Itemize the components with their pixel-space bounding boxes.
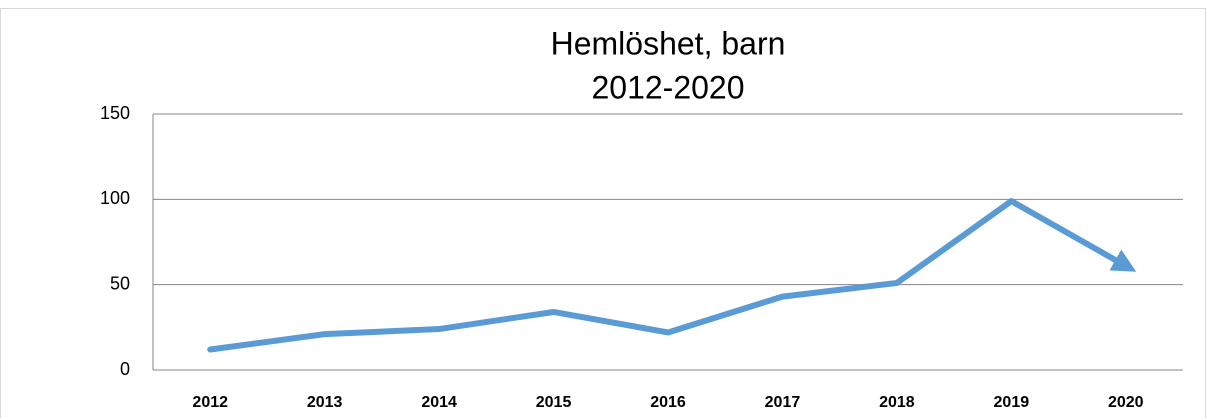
- y-tick-label: 0: [120, 359, 130, 379]
- x-tick-label: 2020: [1108, 394, 1144, 411]
- chart-subtitle: 2012-2020: [591, 69, 744, 105]
- x-tick-label: 2017: [765, 394, 801, 411]
- x-tick-label: 2012: [192, 394, 228, 411]
- data-line: [207, 198, 1137, 353]
- x-tick-label: 2013: [307, 394, 343, 411]
- x-tick-label: 2019: [994, 394, 1030, 411]
- y-tick-label: 100: [100, 188, 130, 208]
- x-tick-label: 2018: [879, 394, 915, 411]
- x-tick-label: 2014: [421, 394, 457, 411]
- y-tick-label: 150: [100, 103, 130, 123]
- x-tick-label: 2015: [536, 394, 572, 411]
- x-tick-label: 2016: [650, 394, 686, 411]
- y-tick-label: 50: [110, 273, 130, 293]
- chart-title: Hemlöshet, barn: [551, 25, 786, 61]
